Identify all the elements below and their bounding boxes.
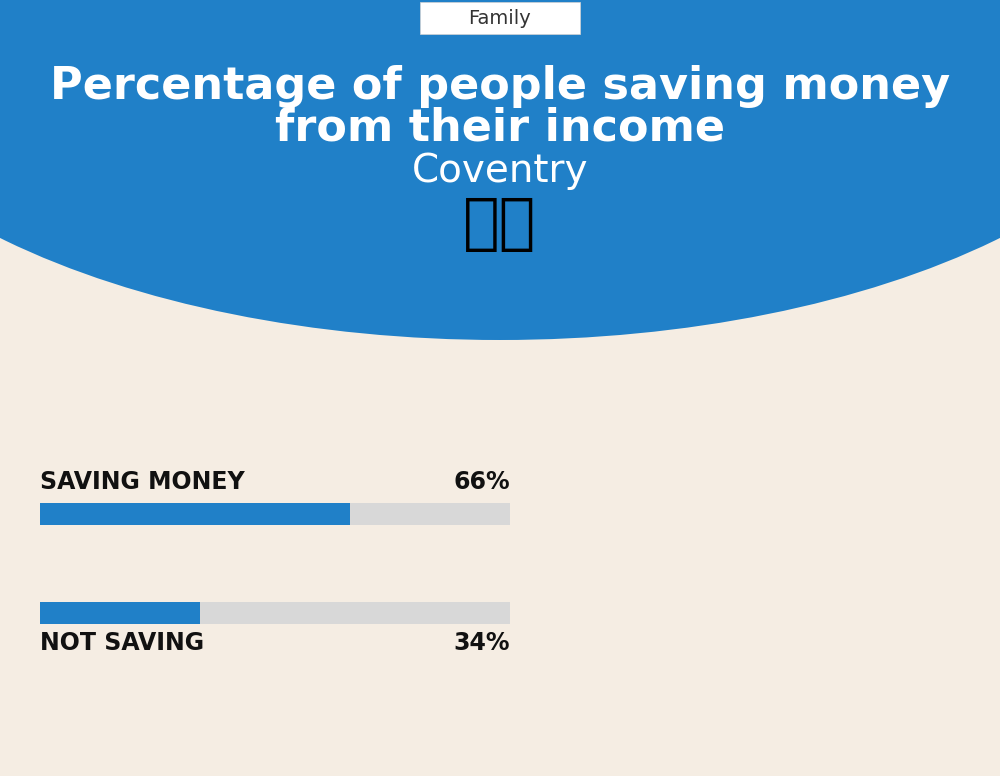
FancyBboxPatch shape bbox=[420, 2, 580, 34]
Text: 66%: 66% bbox=[453, 470, 510, 494]
Bar bbox=[40, 503, 350, 525]
Text: Coventry: Coventry bbox=[412, 152, 588, 190]
Text: 🇬🇧: 🇬🇧 bbox=[463, 195, 537, 254]
Text: SAVING MONEY: SAVING MONEY bbox=[40, 470, 245, 494]
Text: from their income: from their income bbox=[275, 106, 725, 150]
Bar bbox=[40, 602, 200, 624]
Text: 34%: 34% bbox=[454, 631, 510, 655]
Text: Family: Family bbox=[469, 9, 531, 27]
Bar bbox=[40, 602, 510, 624]
Text: NOT SAVING: NOT SAVING bbox=[40, 631, 204, 655]
Bar bbox=[40, 503, 510, 525]
Text: Percentage of people saving money: Percentage of people saving money bbox=[50, 64, 950, 108]
Ellipse shape bbox=[0, 0, 1000, 340]
